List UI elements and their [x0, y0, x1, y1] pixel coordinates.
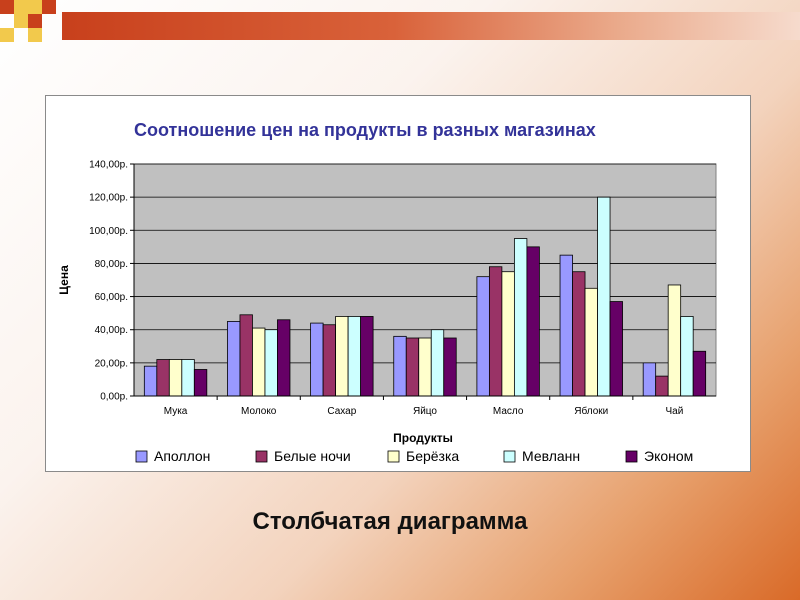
decor-square: [28, 14, 42, 28]
bar: [168, 359, 183, 397]
bar: [488, 266, 503, 397]
y-tick-label: 140,00р.: [89, 160, 128, 171]
legend-label: Берёзка: [406, 448, 459, 464]
decor-square: [42, 0, 56, 14]
chart-title: Соотношение цен на продукты в разных маг…: [134, 120, 596, 140]
bar: [360, 316, 374, 397]
decor-square: [0, 0, 14, 14]
bar: [642, 362, 657, 397]
y-tick-label: 0,00р.: [100, 392, 128, 403]
bar: [572, 271, 586, 397]
y-tick-label: 20,00р.: [95, 358, 128, 369]
legend-label: Аполлон: [154, 448, 210, 464]
slide-caption: Столбчатая диаграмма: [252, 508, 528, 535]
bar: [584, 287, 598, 397]
decor-square: [0, 28, 14, 42]
bar: [443, 337, 457, 397]
bar: [430, 329, 445, 397]
legend-swatch: [503, 450, 516, 463]
decor-square: [14, 14, 28, 28]
bar: [143, 365, 158, 397]
x-tick-label: Масло: [493, 406, 524, 417]
decor-square: [28, 0, 42, 14]
y-tick-label: 80,00р.: [95, 259, 128, 270]
legend-swatch: [625, 450, 638, 463]
bar: [405, 337, 420, 397]
legend-swatch: [255, 450, 268, 463]
bar: [418, 337, 432, 397]
legend-label: Белые ночи: [274, 448, 351, 464]
bar: [277, 319, 291, 397]
x-tick-label: Мука: [164, 406, 188, 417]
legend-label: Эконом: [644, 448, 693, 464]
bar: [692, 350, 707, 397]
decor-square: [14, 0, 28, 14]
bar: [476, 276, 490, 397]
y-tick-label: 40,00р.: [95, 325, 128, 336]
legend-swatch: [135, 450, 148, 463]
bar: [156, 359, 170, 397]
bar: [239, 314, 253, 397]
bar: [264, 329, 278, 397]
y-tick-label: 120,00р.: [89, 193, 128, 204]
bar: [322, 324, 337, 397]
legend-swatch: [387, 450, 400, 463]
x-axis-label: Продукты: [393, 431, 453, 445]
bar: [655, 375, 669, 397]
x-tick-label: Молоко: [241, 406, 277, 417]
decor-top-band: [62, 12, 800, 40]
x-tick-label: Чай: [666, 406, 684, 417]
bar: [501, 271, 515, 397]
bar: [310, 322, 324, 397]
y-tick-label: 60,00р.: [95, 292, 128, 303]
bar: [526, 246, 540, 397]
bar-chart: Соотношение цен на продукты в разных маг…: [57, 120, 717, 464]
bar: [609, 301, 623, 397]
y-axis-label: Цена: [57, 265, 71, 295]
bar: [227, 321, 241, 397]
decor-square: [28, 28, 42, 42]
bar: [393, 335, 407, 397]
legend-label: Мевланн: [522, 448, 580, 464]
bar: [252, 327, 266, 397]
bar: [181, 359, 195, 397]
x-tick-label: Яблоки: [574, 405, 608, 417]
bar: [667, 284, 682, 397]
bar: [513, 238, 528, 397]
bar: [680, 316, 694, 397]
bar: [335, 316, 349, 397]
bar: [597, 196, 611, 397]
x-tick-label: Яйцо: [413, 406, 437, 417]
x-tick-label: Сахар: [327, 406, 356, 417]
y-tick-label: 100,00р.: [89, 226, 128, 237]
bar: [347, 316, 362, 397]
bar: [559, 254, 573, 397]
chart-frame: Соотношение цен на продукты в разных маг…: [45, 95, 751, 472]
bar: [193, 369, 208, 397]
